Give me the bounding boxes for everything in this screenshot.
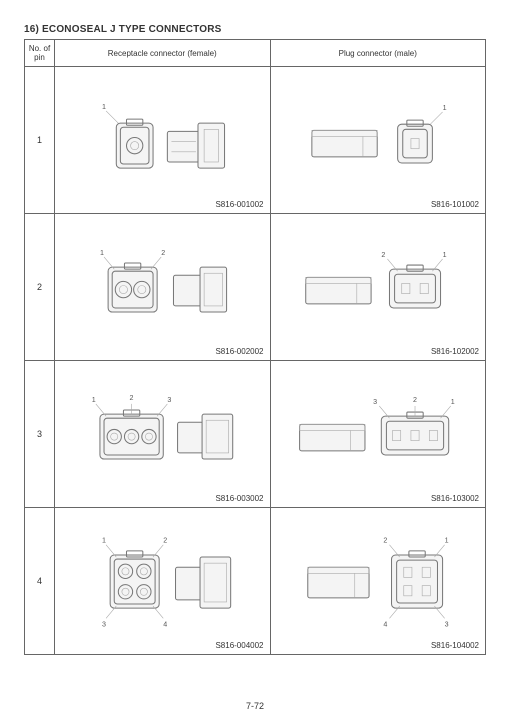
svg-text:1: 1 [444, 537, 448, 545]
svg-text:1: 1 [100, 249, 104, 257]
svg-text:2: 2 [161, 249, 165, 257]
female-cell: 1 S816-001002 [55, 67, 271, 214]
svg-text:1: 1 [442, 251, 446, 259]
svg-text:4: 4 [383, 620, 387, 628]
svg-text:3: 3 [102, 620, 106, 628]
part-number: S816-001002 [215, 200, 263, 209]
part-number: S816-004002 [215, 641, 263, 650]
male-cell: 3 2 1 S816-103002 [270, 361, 486, 508]
female-cell: 1 2 3 4 S816-004002 [55, 508, 271, 655]
female-cell: 1 2 S816-002002 [55, 214, 271, 361]
pin-count: 1 [25, 67, 55, 214]
page: 16) ECONOSEAL J TYPE CONNECTORS No. of p… [0, 0, 510, 721]
connector-table: No. of pin Receptacle connector (female)… [24, 39, 486, 655]
part-number: S816-104002 [431, 641, 479, 650]
part-number: S816-002002 [215, 347, 263, 356]
part-number: S816-003002 [215, 494, 263, 503]
table-row: 3 1 2 3 [25, 361, 486, 508]
pin-count: 2 [25, 214, 55, 361]
svg-text:2: 2 [163, 537, 167, 545]
svg-text:1: 1 [442, 104, 446, 112]
male-cell: 2 1 S816-102002 [270, 214, 486, 361]
table-row: 1 1 [25, 67, 486, 214]
svg-text:3: 3 [167, 396, 171, 404]
pin-count: 3 [25, 361, 55, 508]
section-title: 16) ECONOSEAL J TYPE CONNECTORS [24, 24, 486, 35]
table-row: 2 1 2 [25, 214, 486, 361]
pin-count: 4 [25, 508, 55, 655]
part-number: S816-102002 [431, 347, 479, 356]
connector-diagram-icon: 1 [271, 67, 485, 214]
connector-diagram-icon: 3 2 1 [271, 361, 485, 508]
female-cell: 1 2 3 S816-003002 [55, 361, 271, 508]
col-header-female: Receptacle connector (female) [55, 40, 271, 67]
svg-text:2: 2 [381, 251, 385, 259]
connector-diagram-icon: 1 [55, 67, 269, 214]
svg-text:4: 4 [163, 620, 167, 628]
page-number: 7-72 [0, 701, 510, 711]
table-row: 4 1 2 3 [25, 508, 486, 655]
col-header-male: Plug connector (male) [270, 40, 486, 67]
svg-text:2: 2 [412, 396, 416, 404]
connector-diagram-icon: 1 2 3 4 [55, 508, 269, 655]
connector-diagram-icon: 2 1 [271, 214, 485, 361]
svg-text:3: 3 [373, 398, 377, 406]
male-cell: 2 1 4 3 S816-104002 [270, 508, 486, 655]
svg-text:2: 2 [130, 394, 134, 402]
connector-diagram-icon: 1 2 3 [55, 361, 269, 508]
svg-text:1: 1 [102, 537, 106, 545]
svg-text:1: 1 [102, 103, 106, 111]
part-number: S816-103002 [431, 494, 479, 503]
svg-text:1: 1 [92, 396, 96, 404]
svg-text:1: 1 [450, 398, 454, 406]
part-number: S816-101002 [431, 200, 479, 209]
connector-diagram-icon: 1 2 [55, 214, 269, 361]
svg-text:2: 2 [383, 537, 387, 545]
col-header-pin: No. of pin [25, 40, 55, 67]
svg-text:3: 3 [444, 620, 448, 628]
connector-diagram-icon: 2 1 4 3 [271, 508, 485, 655]
male-cell: 1 S816-101002 [270, 67, 486, 214]
